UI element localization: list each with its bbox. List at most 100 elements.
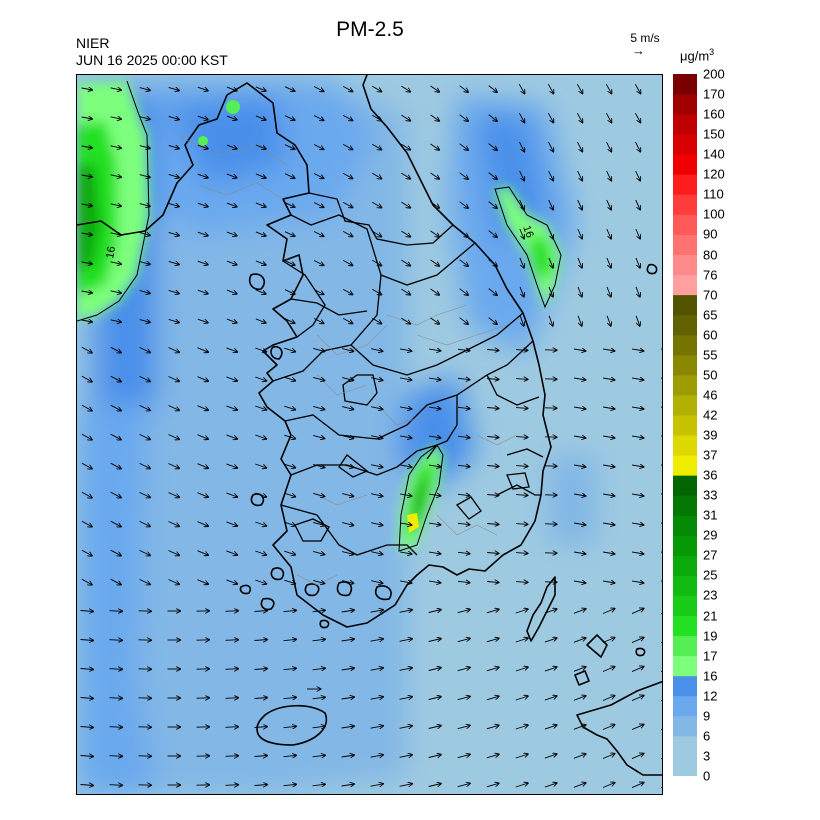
- wind-vector: [81, 204, 93, 206]
- wind-vector: [312, 668, 326, 670]
- wind-vector: [110, 462, 122, 469]
- wind-vector: [519, 170, 525, 181]
- wind-vector: [457, 725, 471, 730]
- colorbar-tick-label: 55: [703, 347, 718, 363]
- wind-vector: [515, 524, 528, 525]
- wind-vector: [544, 725, 557, 730]
- colorbar-segment: [673, 475, 697, 496]
- wind-vector: [284, 579, 295, 584]
- wind-vector: [488, 143, 498, 151]
- wind-vector: [371, 523, 383, 526]
- wind-vector: [255, 463, 266, 468]
- wind-vector: [515, 783, 528, 788]
- wind-vector: [574, 494, 586, 496]
- wind-vector: [606, 286, 611, 297]
- wind-vector: [457, 609, 471, 614]
- wind-vector: [631, 608, 644, 615]
- colorbar-tick-label: 9: [703, 708, 711, 724]
- wind-vector: [255, 521, 266, 526]
- wind-vector: [515, 725, 528, 730]
- map-title: PM-2.5: [336, 18, 404, 41]
- wind-vector: [342, 231, 353, 236]
- wind-vector: [400, 465, 412, 467]
- wind-vector: [515, 553, 528, 554]
- wind-vector: [284, 347, 295, 352]
- wind-vector: [139, 88, 151, 91]
- colorbar-segment: [673, 555, 697, 576]
- wind-vector: [544, 783, 557, 788]
- wind-vector: [313, 173, 324, 179]
- wind-vector: [313, 202, 324, 208]
- colorbar-tick-label: 200: [703, 66, 725, 82]
- wind-vector: [399, 726, 413, 729]
- wind-vector: [80, 640, 94, 641]
- wind-vector: [488, 259, 498, 267]
- colorbar-tick-label: 12: [703, 688, 718, 704]
- wind-vector: [80, 785, 94, 786]
- wind-vector: [197, 144, 208, 149]
- wind-vector: [255, 231, 266, 236]
- wind-vector: [342, 86, 353, 91]
- wind-vector: [372, 259, 381, 266]
- wind-vector: [313, 376, 325, 380]
- wind-vector: [603, 378, 615, 380]
- wind-vector: [429, 552, 441, 554]
- wind-vector: [457, 349, 470, 350]
- wind-vector: [602, 638, 615, 643]
- wind-vector: [515, 437, 528, 438]
- wind-vector: [544, 696, 557, 701]
- colorbar-segment: [673, 495, 697, 516]
- wind-vector: [110, 320, 122, 322]
- wind-vector: [486, 638, 499, 643]
- wind-vector: [486, 696, 499, 701]
- wind-vector: [605, 83, 611, 94]
- colorbar-segment: [673, 314, 697, 336]
- wind-vector: [168, 87, 180, 90]
- colorbar-tick-label: 42: [703, 407, 718, 423]
- wind-vector: [430, 317, 440, 324]
- wind-vector: [488, 201, 498, 209]
- colorbar-segment: [673, 334, 697, 356]
- wind-vector: [631, 666, 644, 673]
- wind-vector: [139, 404, 151, 410]
- wind-vector: [515, 696, 528, 701]
- wind-vector: [488, 288, 498, 296]
- wind-vector: [370, 668, 384, 670]
- wind-vector: [312, 697, 326, 699]
- wind-vector: [457, 581, 470, 582]
- wind-vector: [430, 143, 440, 150]
- wind-vector: [168, 405, 180, 411]
- wind-vector: [313, 115, 324, 121]
- wind-vector: [139, 204, 151, 207]
- wind-vector: [457, 696, 471, 701]
- wind-vector: [283, 784, 297, 785]
- wind-vector: [548, 112, 553, 123]
- wind-vector: [283, 668, 297, 669]
- wind-vector: [519, 286, 524, 297]
- wind-vector: [457, 494, 470, 495]
- colorbar-tick-label: 50: [703, 367, 718, 383]
- wind-vector: [401, 114, 410, 121]
- wind-vector: [81, 404, 92, 411]
- wind-vector: [226, 231, 237, 236]
- wind-vector: [486, 437, 499, 438]
- wind-vector: [168, 521, 180, 527]
- wind-vector: [457, 667, 471, 672]
- wind-vector: [577, 286, 582, 297]
- wind-vector: [430, 201, 440, 208]
- wind-vector: [429, 349, 441, 351]
- wind-vector: [139, 320, 151, 323]
- colorbar-tick-label: 29: [703, 527, 718, 543]
- wind-vector: [197, 86, 208, 91]
- wind-vector: [81, 320, 93, 322]
- wind-vector: [225, 785, 239, 786]
- wind-vector: [81, 462, 92, 469]
- colorbar-segment: [673, 455, 697, 476]
- wind-vector: [574, 581, 586, 583]
- wind-vector: [430, 114, 440, 121]
- wind-vector: [313, 86, 324, 92]
- wind-vector: [110, 375, 122, 382]
- wind-vector: [342, 581, 354, 584]
- wind-vector: [313, 521, 325, 525]
- wind-vector: [255, 260, 266, 265]
